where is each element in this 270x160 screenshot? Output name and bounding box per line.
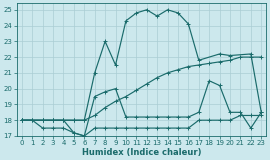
X-axis label: Humidex (Indice chaleur): Humidex (Indice chaleur) (82, 148, 201, 156)
